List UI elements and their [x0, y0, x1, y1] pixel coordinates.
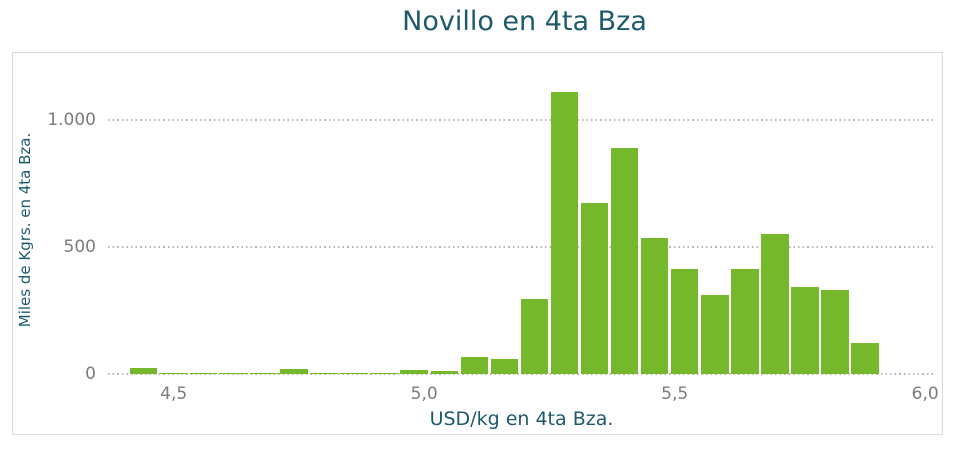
histogram-bar [640, 237, 669, 375]
histogram-bar [280, 369, 308, 375]
plot-area: 1.000 500 0 4,5 5,0 5,5 6,0 USD/kg en 4ta Bza… [12, 52, 943, 435]
histogram-bar [159, 373, 188, 375]
histogram-bar [791, 286, 819, 375]
histogram-bar [129, 367, 158, 375]
gridline-y-1000 [108, 118, 934, 121]
histogram-bar [670, 269, 699, 375]
histogram-bar [610, 148, 639, 375]
histogram-bar [220, 373, 248, 375]
y-axis-label: Miles de Kgrs. en 4ta Bza. [16, 132, 34, 328]
histogram-bar [761, 233, 789, 375]
histogram-bar [550, 91, 579, 375]
histogram-bar [460, 356, 489, 375]
histogram-bar [430, 370, 458, 375]
histogram-bar [701, 295, 729, 375]
histogram-bar [520, 299, 549, 375]
histogram-bar [400, 369, 428, 375]
histogram-bar [731, 269, 759, 375]
x-axis-label: USD/kg en 4ta Bza. [429, 408, 614, 430]
x-tick-label: 4,5 [160, 384, 188, 405]
histogram-bar [821, 290, 849, 375]
histogram-bar [190, 373, 218, 375]
y-tick-label: 500 [63, 237, 96, 257]
gridline-y-500 [108, 246, 934, 248]
histogram-bar [580, 203, 609, 375]
x-tick-label: 5,5 [661, 384, 689, 405]
histogram-bar [490, 358, 519, 375]
gridline-y-0 [108, 373, 934, 376]
x-tick-label: 6,0 [911, 384, 939, 405]
y-tick-label: 1.000 [47, 109, 96, 130]
histogram-bar [851, 343, 879, 375]
histogram-bar [250, 373, 278, 375]
chart-title: Novillo en 4ta Bza [402, 6, 647, 37]
y-tick-label: 0 [85, 364, 96, 385]
histogram-bar [370, 373, 398, 375]
histogram-bar [310, 373, 338, 375]
x-tick-label: 5,0 [410, 384, 438, 405]
histogram-bar [340, 373, 368, 375]
